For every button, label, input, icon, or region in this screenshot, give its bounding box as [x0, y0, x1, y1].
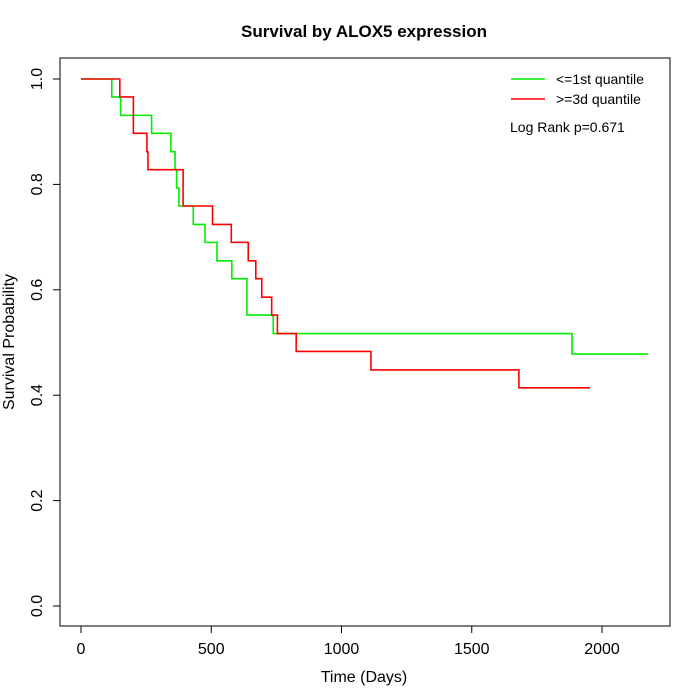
log-rank-annotation: Log Rank p=0.671 [510, 119, 625, 135]
plot-frame [59, 57, 671, 627]
chart-title: Survival by ALOX5 expression [241, 22, 487, 41]
x-axis: 0 500 1000 1500 2000 [77, 625, 620, 658]
survival-curves [81, 78, 649, 389]
x-tick-label: 0 [77, 641, 86, 658]
x-tick-label: 1000 [324, 641, 360, 658]
x-tick-label: 1500 [454, 641, 490, 658]
x-axis-label: Time (Days) [321, 669, 408, 686]
y-tick-label: 0.8 [29, 173, 46, 195]
y-tick-label: 1.0 [29, 68, 46, 90]
y-tick-label: 0.6 [29, 279, 46, 301]
y-tick-label: 0.4 [29, 384, 46, 406]
y-axis-label: Survival Probability [1, 274, 18, 410]
legend: <=1st quantile >=3d quantile [511, 71, 644, 107]
y-tick-label: 0.2 [29, 489, 46, 511]
x-tick-label: 2000 [584, 641, 620, 658]
y-tick-label: 0.0 [29, 595, 46, 617]
legend-label-low: <=1st quantile [556, 71, 644, 87]
x-tick-label: 500 [198, 641, 225, 658]
y-axis: 0.0 0.2 0.4 0.6 0.8 1.0 [29, 68, 61, 617]
survival-curve-high [81, 78, 591, 389]
legend-label-high: >=3d quantile [556, 91, 641, 107]
